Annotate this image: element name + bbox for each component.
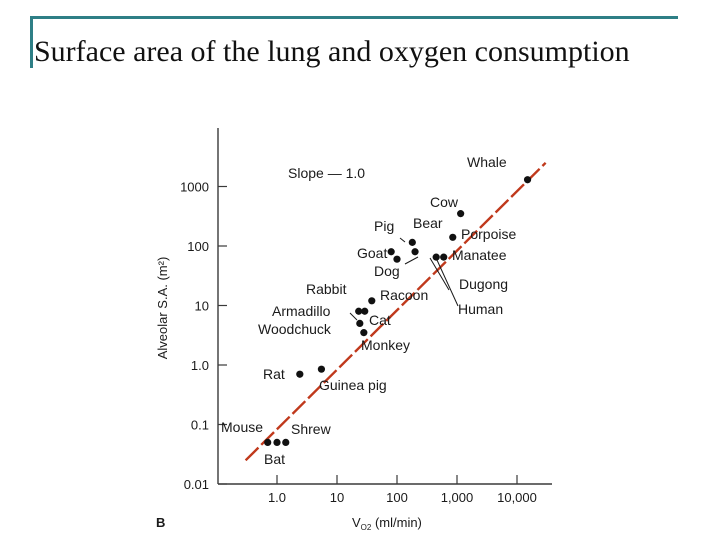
title-accent-bar-left (30, 16, 33, 68)
point-label: Bear (413, 215, 443, 231)
y-tick-label: 100 (187, 239, 209, 254)
fit-line (244, 161, 547, 462)
point-label: Bat (264, 451, 285, 467)
data-point (408, 238, 416, 246)
leader-line (429, 257, 450, 291)
data-point (411, 248, 419, 256)
point-label: Guinea pig (319, 377, 387, 393)
point-label: Whale (467, 154, 507, 170)
point-label: Porpoise (461, 226, 516, 242)
y-tick-label: 1000 (180, 180, 209, 195)
point-label: Dog (374, 263, 400, 279)
leader-line (399, 237, 406, 243)
data-point (361, 307, 369, 315)
x-tick-label: 10 (330, 490, 344, 505)
slide-title: Surface area of the lung and oxygen cons… (34, 35, 630, 68)
point-label: Cat (369, 312, 391, 328)
y-tick-label: 0.01 (184, 477, 209, 492)
data-point (393, 255, 401, 263)
slope-annotation: Slope — 1.0 (288, 165, 365, 181)
point-label: Shrew (291, 421, 332, 437)
y-tick-label: 0.1 (191, 418, 209, 433)
point-label: Rabbit (306, 281, 347, 297)
data-point (440, 253, 448, 261)
panel-label: B (156, 515, 165, 530)
leader-line (349, 312, 358, 321)
data-point (282, 438, 290, 447)
point-label: Racoon (380, 287, 428, 303)
point-label: Cow (430, 194, 459, 210)
data-point (523, 176, 532, 184)
x-tick-label: 100 (386, 490, 408, 505)
data-point (387, 248, 395, 256)
x-tick-label: 1.0 (268, 490, 286, 505)
data-point (296, 370, 304, 378)
data-point (360, 329, 368, 337)
data-point (449, 233, 457, 241)
point-label: Rat (263, 366, 285, 382)
data-point (317, 365, 326, 373)
data-point (356, 319, 364, 328)
point-label: Human (458, 301, 503, 317)
data-point (457, 210, 465, 218)
point-label: Monkey (361, 337, 410, 353)
data-point (355, 307, 363, 315)
point-label: Pig (374, 218, 394, 234)
leader-line (404, 256, 419, 265)
x-tick-label: 1,000 (441, 490, 474, 505)
point-label: Manatee (452, 247, 507, 263)
title-accent-bar-top (30, 16, 678, 19)
x-tick-label: 10,000 (497, 490, 537, 505)
y-tick-label: 10 (195, 299, 209, 314)
leader-line (436, 259, 459, 307)
data-point (264, 438, 272, 447)
point-label: Mouse (221, 419, 263, 435)
point-label: Woodchuck (258, 321, 332, 337)
point-label: Armadillo (272, 303, 331, 319)
data-point (368, 297, 376, 305)
y-axis-title: Alveolar S.A. (m²) (155, 257, 170, 360)
point-label: Dugong (459, 276, 508, 292)
data-point (273, 438, 281, 447)
x-axis-title: VO2 (ml/min) (352, 515, 422, 532)
data-point (432, 253, 440, 261)
point-label: Goat (357, 245, 387, 261)
y-tick-label: 1.0 (191, 358, 209, 373)
